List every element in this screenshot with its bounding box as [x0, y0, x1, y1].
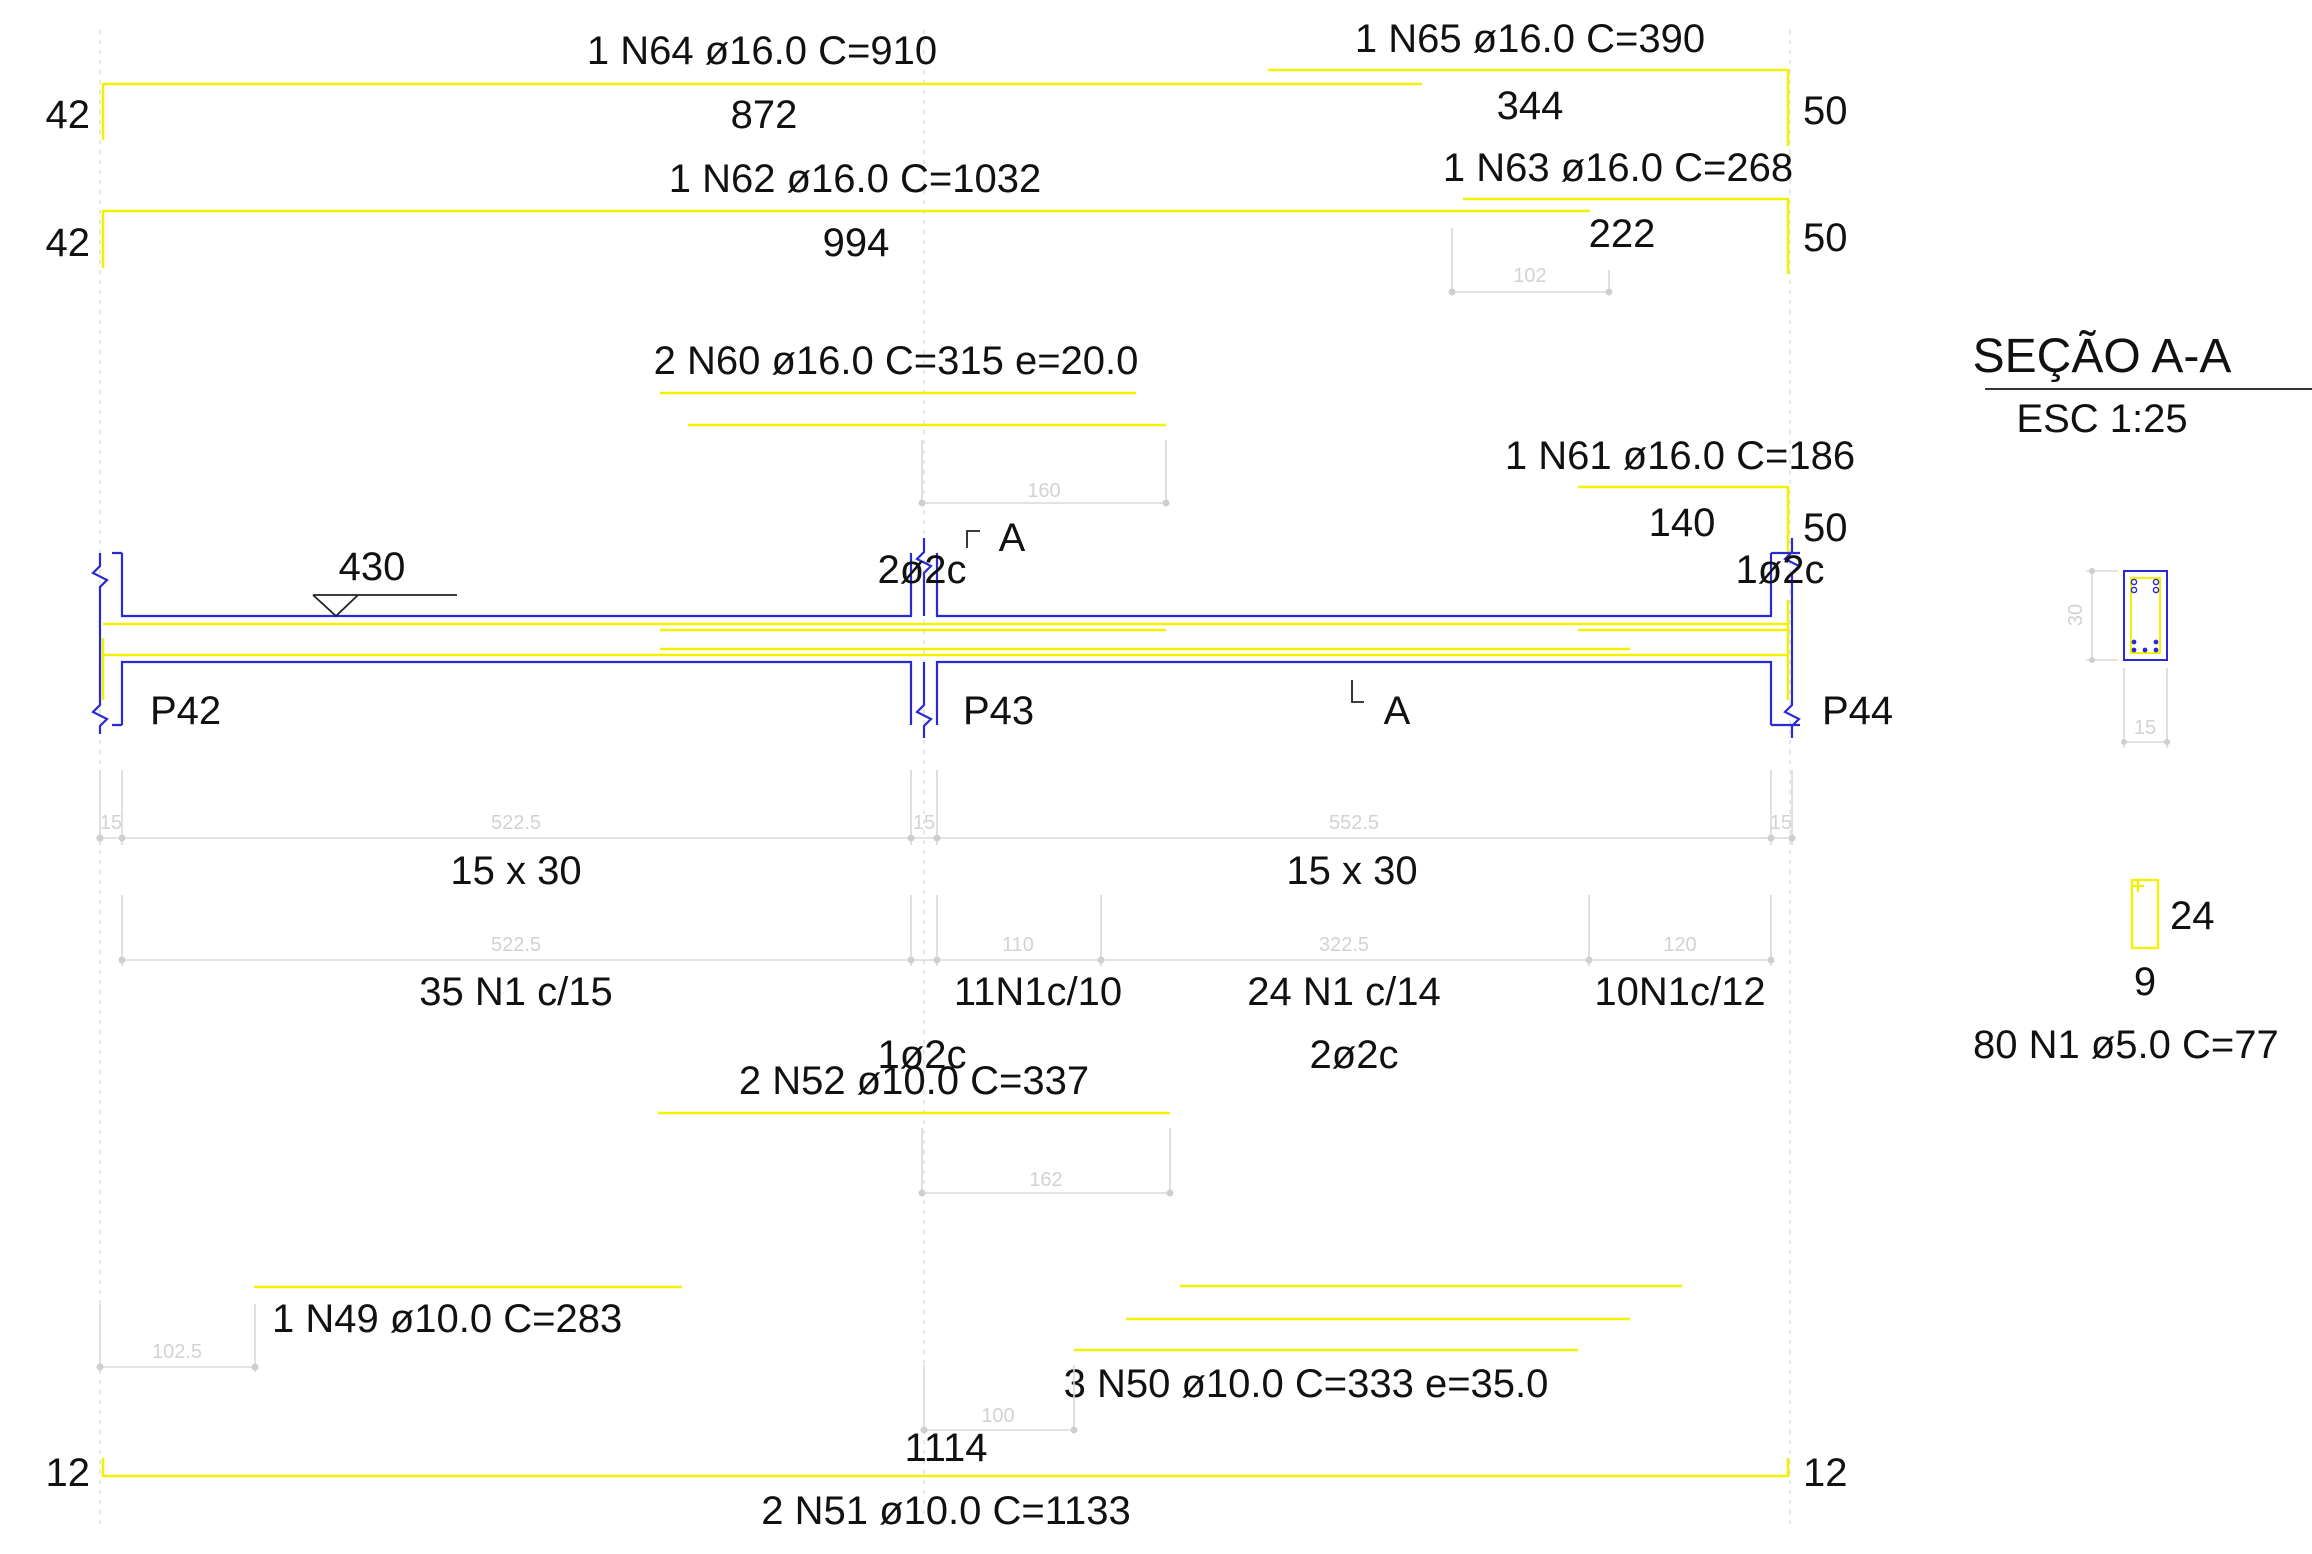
bar-n61-length: 140	[1649, 501, 1716, 545]
bar-n62	[101, 209, 1590, 268]
stirrup-dim-1: 110	[1002, 934, 1034, 956]
pillar-label-p44: P44	[1822, 689, 1893, 733]
bar-n63-length: 222	[1589, 212, 1656, 256]
bar-n63-label: 1 N63 ø16.0 C=268	[1443, 146, 1793, 190]
stirrup-height: 24	[2170, 894, 2215, 938]
stirrup-label-1: 11N1c/10	[954, 970, 1122, 1014]
span-section-left: 15 x 30	[450, 849, 581, 893]
section-height-dim: 30	[2065, 604, 2087, 626]
beam-top-outline	[120, 553, 1773, 618]
section-bars-top	[2130, 578, 2160, 594]
bar-n64-hook: 42	[46, 93, 91, 137]
bar-n51-hook-left: 12	[46, 1451, 91, 1495]
bar-n49-anchor-dim: 102.5	[152, 1341, 202, 1363]
bar-n63-anchor-dim: 102	[1513, 265, 1546, 287]
beam-elevation: 430 A A 2ø2c 1ø2c P42 P43 P44	[91, 516, 1893, 738]
bar-n61-label: 1 N61 ø16.0 C=186	[1505, 434, 1855, 478]
span-dim-1: 522.5	[491, 812, 541, 834]
stirrup-width: 9	[2134, 960, 2156, 1004]
span-dim-0: 15	[100, 812, 122, 834]
bar-n52-label: 2 N52 ø10.0 C=337	[739, 1059, 1089, 1103]
section-bars-bottom	[2131, 639, 2159, 653]
span-section-right: 15 x 30	[1286, 849, 1417, 893]
section-width-dim: 15	[2134, 717, 2156, 739]
section-cut-top-label: A	[999, 516, 1026, 560]
bar-n65-hook: 50	[1803, 89, 1848, 133]
bar-n64	[101, 82, 1422, 140]
stirrup-extra-left: 1ø2c	[878, 1033, 967, 1077]
section-stirrup	[2130, 577, 2161, 654]
stirrup-shape	[2130, 878, 2160, 950]
section-outline	[2123, 570, 2168, 661]
break-symbol-p42-bottom	[91, 662, 122, 734]
span-dim-2: 15	[913, 812, 935, 834]
bar-n62-hook: 42	[46, 221, 91, 265]
stirrup-dim-2: 322.5	[1319, 934, 1369, 956]
stirrup-label: 80 N1 ø5.0 C=77	[1973, 1023, 2279, 1067]
break-symbol-p42-top	[91, 551, 122, 616]
bottom-reinforcement: 2 N52 ø10.0 C=337 162 1 N49 ø10.0 C=283 …	[46, 1059, 1848, 1533]
pillar-label-p43: P43	[963, 689, 1034, 733]
top-reinforcement: 1 N64 ø16.0 C=910 42 872 1 N65 ø16.0 C=3…	[46, 17, 1855, 560]
stirrup-dim-0: 522.5	[491, 934, 541, 956]
stirrup-label-0: 35 N1 c/15	[419, 970, 612, 1014]
beam-bottom-outline	[120, 660, 1773, 725]
bar-n65	[1268, 68, 1790, 146]
section-cut-bottom-icon	[1351, 680, 1364, 703]
bar-n62-label: 1 N62 ø16.0 C=1032	[669, 157, 1041, 201]
bar-count-p43: 2ø2c	[878, 548, 967, 592]
break-symbol-p43-bottom	[915, 662, 933, 738]
stirrup-dim-3: 120	[1663, 934, 1696, 956]
pillar-label-p42: P42	[150, 689, 221, 733]
bar-n62-length: 994	[823, 221, 890, 265]
bar-n60-anchor-dim: 160	[1027, 480, 1060, 502]
section-title: SEÇÃO A-A	[1973, 329, 2232, 383]
beam-level: 430	[339, 545, 406, 589]
bar-n51-label: 2 N51 ø10.0 C=1133	[761, 1489, 1131, 1533]
stirrup-distribution: 522.5 110 322.5 120 35 N1 c/15 11N1c/10 …	[118, 895, 1775, 1077]
bar-n64-length: 872	[731, 93, 798, 137]
section-scale: ESC 1:25	[2016, 397, 2187, 441]
section-a-a: SEÇÃO A-A ESC 1:25 30 15	[1973, 329, 2312, 748]
bar-count-p44: 1ø2c	[1736, 548, 1825, 592]
break-symbol-p44-top	[1783, 538, 1801, 616]
bar-n63	[1463, 197, 1790, 274]
stirrup-label-2: 24 N1 c/14	[1247, 970, 1440, 1014]
bar-n50-anchor-dim: 100	[981, 1405, 1014, 1427]
span-dimensions: 15 522.5 15 552.5 15 15 x 30 15 x 30	[96, 770, 1796, 893]
break-symbol-p43-top	[915, 538, 933, 616]
bar-n65-label: 1 N65 ø16.0 C=390	[1355, 17, 1705, 61]
bar-n51	[101, 1458, 1790, 1478]
stirrup-label-3: 10N1c/12	[1594, 970, 1765, 1014]
bar-n61-hook: 50	[1803, 506, 1848, 550]
span-dim-3: 552.5	[1329, 812, 1379, 834]
bar-n63-hook: 50	[1803, 216, 1848, 260]
stirrup-extra-mid: 2ø2c	[1310, 1033, 1399, 1077]
section-cut-bottom-label: A	[1384, 689, 1411, 733]
bar-n51-length: 1114	[904, 1426, 987, 1470]
stirrup-detail: 24 9 80 N1 ø5.0 C=77	[1973, 878, 2279, 1067]
bar-n51-hook-right: 12	[1803, 1451, 1848, 1495]
bar-n50-label: 3 N50 ø10.0 C=333 e=35.0	[1064, 1362, 1549, 1406]
level-marker-icon	[312, 594, 457, 618]
bar-n65-length: 344	[1497, 84, 1564, 128]
bar-n49-label: 1 N49 ø10.0 C=283	[272, 1297, 622, 1341]
bar-n64-label: 1 N64 ø16.0 C=910	[587, 29, 937, 73]
span-dim-4: 15	[1770, 812, 1792, 834]
break-symbol-p44-bottom	[1783, 662, 1801, 738]
bar-n52-anchor-dim: 162	[1029, 1169, 1062, 1191]
bar-n60-label: 2 N60 ø16.0 C=315 e=20.0	[654, 339, 1139, 383]
section-cut-top-icon	[966, 530, 980, 548]
bar-n61	[1578, 485, 1790, 560]
